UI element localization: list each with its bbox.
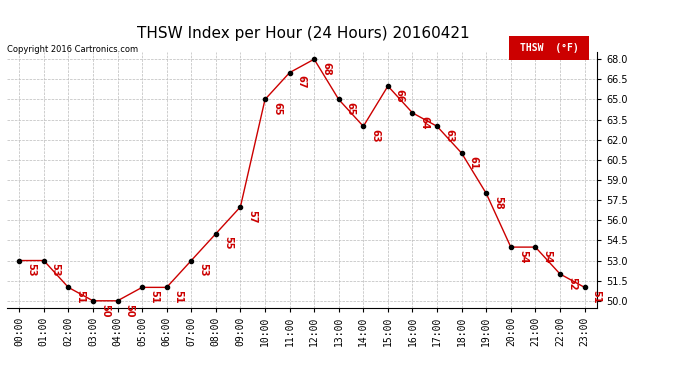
- Text: 52: 52: [567, 277, 577, 290]
- Text: 55: 55: [223, 237, 233, 250]
- Text: 63: 63: [371, 129, 380, 142]
- Text: 57: 57: [248, 210, 257, 223]
- Text: 64: 64: [420, 116, 429, 129]
- Text: 50: 50: [124, 304, 135, 317]
- Text: 66: 66: [395, 89, 405, 102]
- Text: THSW Index per Hour (24 Hours) 20160421: THSW Index per Hour (24 Hours) 20160421: [137, 26, 470, 41]
- Text: 65: 65: [346, 102, 355, 116]
- Text: 51: 51: [75, 290, 86, 304]
- Text: 61: 61: [469, 156, 479, 170]
- Text: 54: 54: [518, 250, 528, 263]
- Text: 63: 63: [444, 129, 454, 142]
- Text: 53: 53: [198, 263, 208, 277]
- Text: 50: 50: [100, 304, 110, 317]
- Text: 51: 51: [591, 290, 602, 304]
- Text: 67: 67: [297, 75, 306, 89]
- Text: 68: 68: [321, 62, 331, 76]
- Text: 58: 58: [493, 196, 503, 210]
- Text: 53: 53: [51, 263, 61, 277]
- Text: THSW  (°F): THSW (°F): [520, 43, 578, 53]
- Text: 51: 51: [174, 290, 184, 304]
- Text: 53: 53: [26, 263, 36, 277]
- Text: 54: 54: [542, 250, 552, 263]
- Text: 65: 65: [272, 102, 282, 116]
- Text: 51: 51: [149, 290, 159, 304]
- Text: Copyright 2016 Cartronics.com: Copyright 2016 Cartronics.com: [7, 45, 138, 54]
